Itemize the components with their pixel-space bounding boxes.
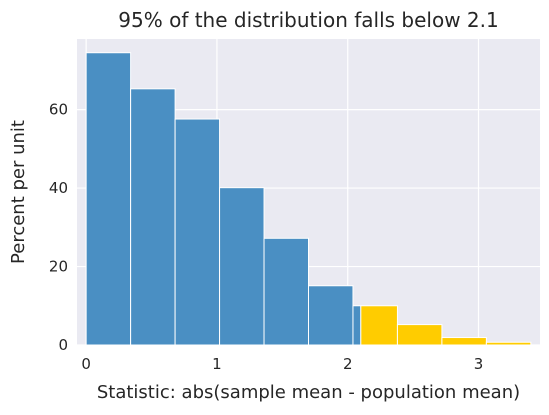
y-tick-label: 60	[49, 101, 68, 119]
y-tick-label: 40	[49, 179, 68, 197]
chart-title: 95% of the distribution falls below 2.1	[118, 8, 498, 32]
tick-labels: 0 1 2 3 0 20 40 60	[49, 101, 483, 373]
histogram-bar	[485, 341, 532, 346]
histogram-bar	[360, 305, 398, 346]
histogram-bar	[130, 88, 176, 346]
x-axis-label: Statistic: abs(sample mean - population …	[97, 382, 520, 403]
y-tick-label: 0	[58, 336, 68, 354]
histogram-bar	[396, 324, 443, 346]
histogram-bar	[308, 285, 354, 346]
histogram-bar	[441, 337, 487, 346]
histogram-bar	[263, 237, 309, 346]
histogram-bar	[85, 52, 132, 346]
x-tick-label: 1	[212, 355, 222, 373]
histogram-bar	[174, 118, 221, 346]
y-tick-label: 20	[49, 258, 68, 276]
histogram-bar	[219, 187, 265, 346]
y-axis-label: Percent per unit	[8, 120, 29, 264]
histogram-bar	[352, 305, 362, 346]
x-tick-label: 2	[343, 355, 353, 373]
bars	[85, 52, 532, 346]
x-tick-label: 3	[474, 355, 484, 373]
x-tick-label: 0	[81, 355, 91, 373]
